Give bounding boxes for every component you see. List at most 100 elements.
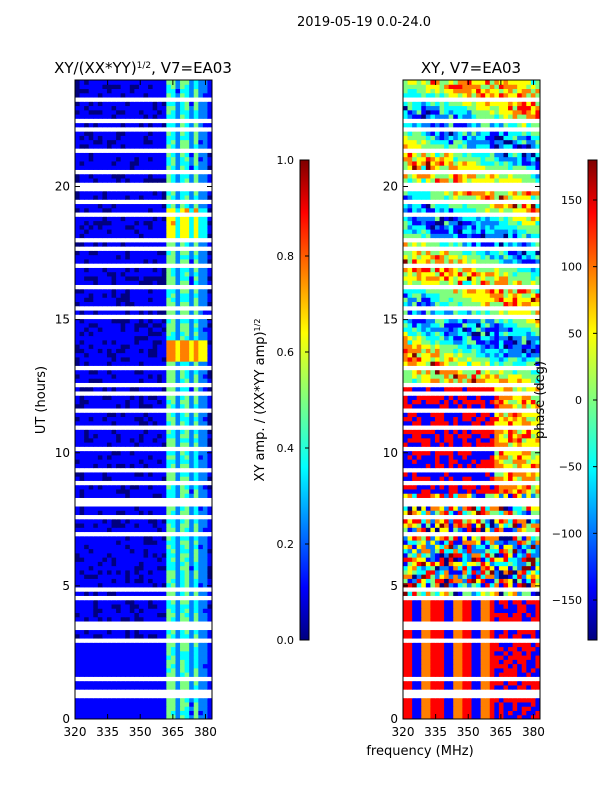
heatmap-cell-amplitude [198, 672, 203, 677]
heatmap-cell-amplitude [102, 613, 107, 618]
heatmap-cell-amplitude [185, 221, 190, 226]
data-gap-cell [112, 480, 117, 485]
heatmap-cell-amplitude [148, 668, 153, 673]
heatmap-cell-amplitude [162, 174, 167, 179]
heatmap-cell-amplitude [139, 233, 144, 238]
heatmap-cell-amplitude [125, 259, 130, 264]
heatmap-cell-amplitude [139, 387, 144, 392]
data-gap-cell [98, 689, 103, 694]
heatmap-cell-amplitude [84, 570, 89, 575]
data-gap-cell [157, 238, 162, 243]
heatmap-cell-amplitude [198, 276, 203, 281]
heatmap-cell-amplitude [175, 297, 180, 302]
heatmap-cell-amplitude [144, 101, 149, 106]
heatmap-cell-amplitude [98, 681, 103, 686]
data-gap-cell [166, 148, 171, 153]
data-gap-cell [102, 532, 107, 537]
data-gap-cell [80, 408, 85, 413]
heatmap-cell-amplitude [166, 331, 171, 336]
data-gap-cell [121, 118, 126, 123]
heatmap-cell-amplitude [157, 93, 162, 98]
heatmap-cell-amplitude [175, 378, 180, 383]
heatmap-cell-phase [408, 668, 413, 673]
heatmap-cell-amplitude [134, 259, 139, 264]
heatmap-cell-amplitude [93, 583, 98, 588]
data-gap-cell [107, 621, 112, 626]
heatmap-cell-amplitude [84, 476, 89, 481]
heatmap-cell-amplitude [75, 84, 80, 89]
heatmap-cell-amplitude [130, 370, 135, 375]
heatmap-cell-phase [481, 681, 486, 686]
heatmap-cell-amplitude [102, 685, 107, 690]
data-gap-cell [84, 212, 89, 217]
heatmap-cell-amplitude [80, 617, 85, 622]
heatmap-cell-amplitude [180, 417, 185, 422]
heatmap-cell-amplitude [203, 276, 208, 281]
heatmap-cell-amplitude [166, 506, 171, 511]
heatmap-cell-amplitude [153, 353, 158, 358]
data-gap-cell [153, 515, 158, 520]
heatmap-cell-phase [417, 698, 422, 703]
heatmap-cell-amplitude [162, 378, 167, 383]
heatmap-cell-amplitude [171, 161, 176, 166]
heatmap-cell-amplitude [203, 574, 208, 579]
data-gap-cell [84, 246, 89, 251]
heatmap-cell-amplitude [134, 208, 139, 213]
heatmap-cell-amplitude [148, 600, 153, 605]
heatmap-cell-amplitude [198, 570, 203, 575]
data-gap-cell [175, 246, 180, 251]
heatmap-cell-amplitude [130, 135, 135, 140]
data-gap-cell [194, 468, 199, 473]
data-gap-cell [125, 187, 130, 192]
heatmap-cell-amplitude [102, 557, 107, 562]
heatmap-cell-amplitude [171, 400, 176, 405]
heatmap-cell-amplitude [175, 93, 180, 98]
heatmap-cell-amplitude [89, 527, 94, 532]
heatmap-cell-amplitude [185, 208, 190, 213]
heatmap-cell-amplitude [125, 267, 130, 272]
data-gap-cell [189, 676, 194, 681]
heatmap-cell-phase [403, 706, 408, 711]
heatmap-cell-amplitude [153, 442, 158, 447]
heatmap-cell-amplitude [162, 289, 167, 294]
heatmap-cell-amplitude [153, 506, 158, 511]
heatmap-cell-amplitude [153, 272, 158, 277]
heatmap-cell-amplitude [80, 221, 85, 226]
data-gap-cell [125, 182, 130, 187]
heatmap-cell-amplitude [144, 255, 149, 260]
heatmap-cell-amplitude [153, 110, 158, 115]
data-gap-cell [166, 127, 171, 132]
heatmap-cell-amplitude [93, 412, 98, 417]
heatmap-cell-phase [472, 659, 477, 664]
data-gap-cell [116, 676, 121, 681]
heatmap-cell-amplitude [162, 553, 167, 558]
heatmap-cell-amplitude [189, 574, 194, 579]
heatmap-cell-amplitude [194, 459, 199, 464]
heatmap-cell-amplitude [107, 642, 112, 647]
heatmap-cell-amplitude [84, 157, 89, 162]
heatmap-cell-amplitude [84, 216, 89, 221]
heatmap-cell-amplitude [162, 161, 167, 166]
heatmap-cell-amplitude [75, 89, 80, 94]
data-gap-cell [144, 587, 149, 592]
heatmap-cell-phase [444, 702, 449, 707]
heatmap-cell-amplitude [80, 553, 85, 558]
data-gap-cell [121, 382, 126, 387]
heatmap-cell-phase [499, 681, 504, 686]
heatmap-cell-amplitude [130, 191, 135, 196]
heatmap-cell-phase [472, 706, 477, 711]
heatmap-cell-amplitude [175, 455, 180, 460]
heatmap-cell-amplitude [148, 489, 153, 494]
heatmap-cell-amplitude [171, 630, 176, 635]
heatmap-cell-amplitude [157, 110, 162, 115]
heatmap-cell-amplitude [144, 404, 149, 409]
data-gap-cell [449, 676, 454, 681]
heatmap-cell-amplitude [102, 93, 107, 98]
heatmap-cell-amplitude [185, 519, 190, 524]
data-gap-cell [130, 284, 135, 289]
heatmap-cell-amplitude [180, 114, 185, 119]
heatmap-cell-phase [513, 681, 518, 686]
data-gap-cell [116, 621, 121, 626]
heatmap-cell-amplitude [89, 310, 94, 315]
heatmap-cell-amplitude [171, 544, 176, 549]
